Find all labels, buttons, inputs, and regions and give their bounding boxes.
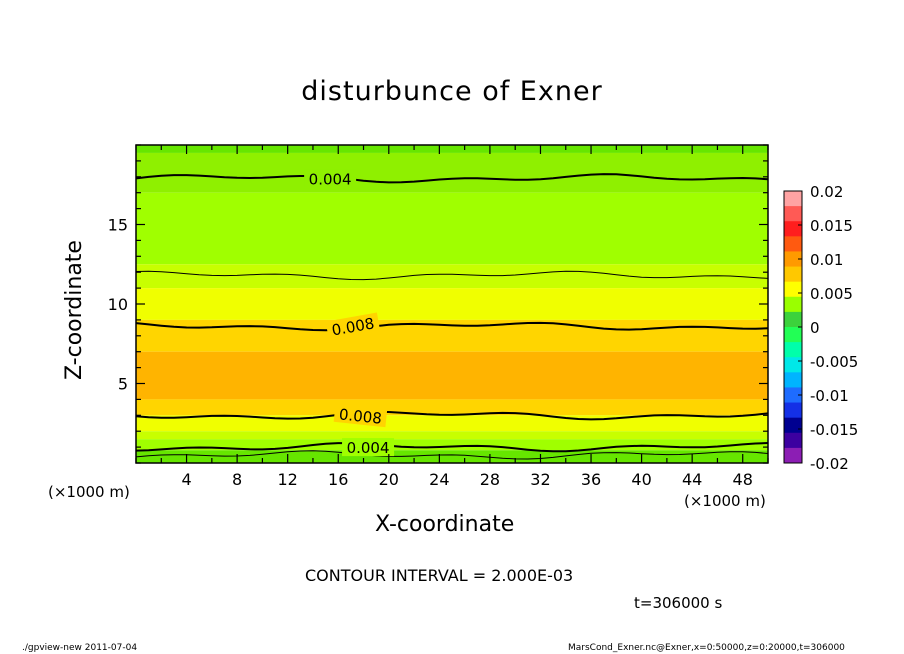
x-tick-label: 16 <box>328 470 348 489</box>
chart-title: disturbunce of Exner <box>301 76 603 107</box>
contour-line-2 <box>135 321 769 332</box>
x-tick-label: 8 <box>232 470 242 489</box>
colorbar-tick-label: -0.005 <box>810 353 858 371</box>
colorbar-tick-label: -0.01 <box>810 387 849 405</box>
layer-band-0 <box>136 145 768 153</box>
x-tick-label: 12 <box>278 470 298 489</box>
colorbar-swatch <box>784 266 802 283</box>
y-tick-label: 5 <box>118 375 128 394</box>
contour-label-bg <box>342 438 395 457</box>
colorbar-swatch <box>784 342 802 358</box>
layer-band-8 <box>136 415 768 432</box>
contour-line-5 <box>135 450 769 460</box>
contour-label-bg <box>304 169 357 188</box>
x-tick-label: 40 <box>631 470 651 489</box>
colorbar-swatch <box>784 402 802 419</box>
colorbar-swatch <box>784 236 802 252</box>
contour-interval-text: CONTOUR INTERVAL = 2.000E-03 <box>305 566 574 585</box>
time-label: t=306000 s <box>634 594 723 612</box>
contour-label-text: 0.004 <box>347 439 390 457</box>
colorbar-swatch <box>784 206 802 222</box>
colorbar-swatch <box>784 221 802 237</box>
y-tick-label: 10 <box>108 295 128 314</box>
colorbar: 0.02 0.015 0.01 0.005 0 -0.005 -0.01 -0.015 -0.0… <box>783 183 858 473</box>
contour-label-text: 0.008 <box>338 405 383 427</box>
colorbar-tick-label: -0.02 <box>810 455 849 473</box>
contour-lines: 0.004 0.008 0.008 0.004 <box>135 169 769 460</box>
colorbar-swatch <box>784 251 802 268</box>
y-tick-label: 15 <box>108 216 128 235</box>
colorbar-swatch <box>784 191 802 207</box>
colorbar-swatch <box>784 372 802 388</box>
contour-label-bg <box>325 312 381 340</box>
x-tick-label: 32 <box>530 470 550 489</box>
colorbar-tick-label: 0 <box>810 319 820 337</box>
x-unit-label-right: (×1000 m) <box>684 492 766 510</box>
colorbar-swatch <box>784 417 802 434</box>
contour-label-bg <box>333 403 388 428</box>
layer-band-1 <box>136 152 768 193</box>
colorbar-swatch <box>784 432 802 449</box>
colorbar-tick-label: 0.01 <box>810 251 843 269</box>
contour-label-1: 0.008 <box>325 312 381 340</box>
x-tick-label: 4 <box>181 470 191 489</box>
layer-band-10 <box>136 439 768 451</box>
footer-left: ./gpview-new 2011-07-04 <box>22 643 138 653</box>
x-tick-label: 28 <box>480 470 500 489</box>
colorbar-swatch <box>784 327 802 343</box>
layer-band-7 <box>136 399 768 416</box>
x-tick-label: 48 <box>733 470 753 489</box>
layer-band-9 <box>136 431 768 440</box>
layer-band-6 <box>136 351 768 400</box>
layer-band-11 <box>136 450 768 463</box>
x-tick-label: 20 <box>379 470 399 489</box>
colorbar-tick-label: 0.02 <box>810 183 843 201</box>
contour-label-0: 0.004 <box>304 169 357 188</box>
x-tick-label: 36 <box>581 470 601 489</box>
contour-line-3 <box>135 410 769 421</box>
contour-label-3: 0.004 <box>342 438 395 457</box>
colorbar-swatch <box>784 281 802 298</box>
layer-band-2 <box>136 192 768 265</box>
contour-label-2: 0.008 <box>333 403 388 428</box>
contour-line-4 <box>135 442 769 453</box>
contour-label-text: 0.004 <box>309 170 352 188</box>
colorbar-swatch <box>784 296 802 313</box>
contour-line-0 <box>135 173 769 184</box>
layer-band-4 <box>136 288 768 320</box>
colorbar-swatch <box>784 357 802 373</box>
contour-line-1 <box>135 270 769 281</box>
layer-band-3 <box>136 264 768 289</box>
colorbar-tick-label: -0.015 <box>810 421 858 439</box>
colorbar-swatch <box>784 311 802 328</box>
x-tick-label: 44 <box>682 470 702 489</box>
colorbar-swatch <box>784 447 802 464</box>
x-tick-label: 24 <box>429 470 449 489</box>
colorbar-tick-label: 0.005 <box>810 285 853 303</box>
colorbar-tick-label: 0.015 <box>810 217 853 235</box>
x-unit-label-left: (×1000 m) <box>48 483 130 501</box>
footer-right: MarsCond_Exner.nc@Exner,x=0:50000,z=0:20… <box>568 643 845 653</box>
x-axis-label: X-coordinate <box>375 512 515 537</box>
colorbar-swatch <box>784 387 802 404</box>
